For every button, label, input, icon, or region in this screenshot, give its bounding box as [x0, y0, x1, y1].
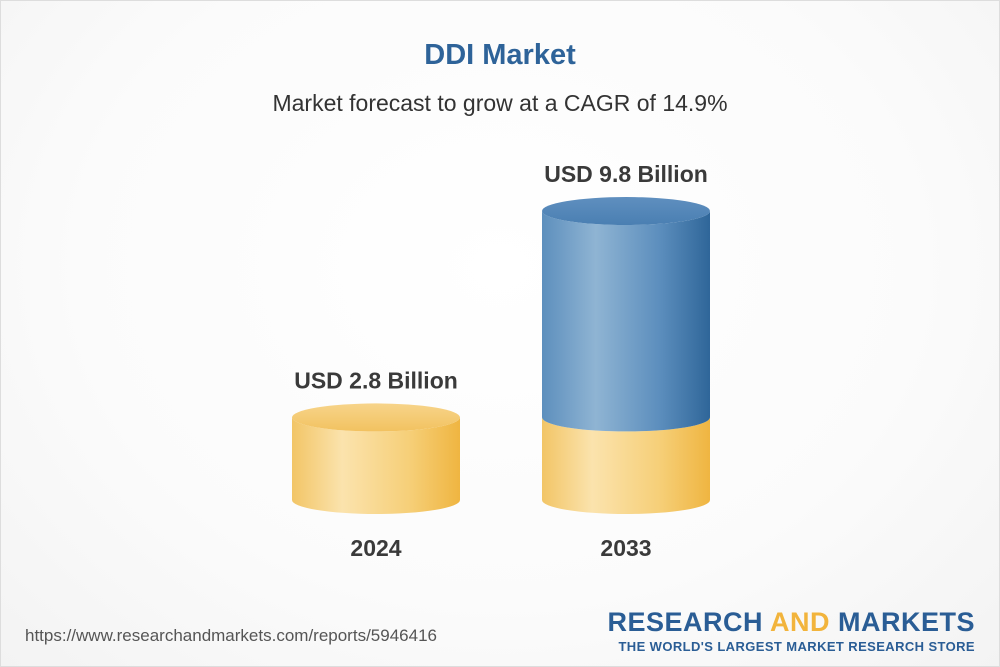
brand-name-part2: MARKETS — [830, 607, 975, 637]
bar-chart: USD 2.8 Billion 2024 USD 9.8 Billion 2033 — [292, 161, 710, 561]
value-label-2033: USD 9.8 Billion — [544, 161, 708, 187]
value-label-2024: USD 2.8 Billion — [294, 367, 458, 393]
brand-name-accent: AND — [770, 607, 830, 637]
year-label-2033: 2033 — [600, 535, 651, 561]
year-label-2024: 2024 — [350, 535, 401, 561]
bar-2033-base-body — [542, 417, 710, 514]
bar-2024-top — [292, 403, 460, 432]
brand-tagline: THE WORLD'S LARGEST MARKET RESEARCH STOR… — [618, 639, 975, 654]
bar-2033-growth-top — [542, 197, 710, 225]
source-url[interactable]: https://www.researchandmarkets.com/repor… — [25, 626, 437, 645]
brand-name-part1: RESEARCH — [607, 607, 770, 637]
bar-2024-body — [292, 417, 460, 514]
bar-2033-growth-body — [542, 211, 710, 432]
chart-title: DDI Market — [424, 39, 576, 71]
brand-logo: RESEARCH AND MARKETS THE WORLD'S LARGEST… — [607, 607, 975, 654]
brand-name: RESEARCH AND MARKETS — [607, 607, 975, 637]
chart-subtitle: Market forecast to grow at a CAGR of 14.… — [272, 90, 728, 116]
